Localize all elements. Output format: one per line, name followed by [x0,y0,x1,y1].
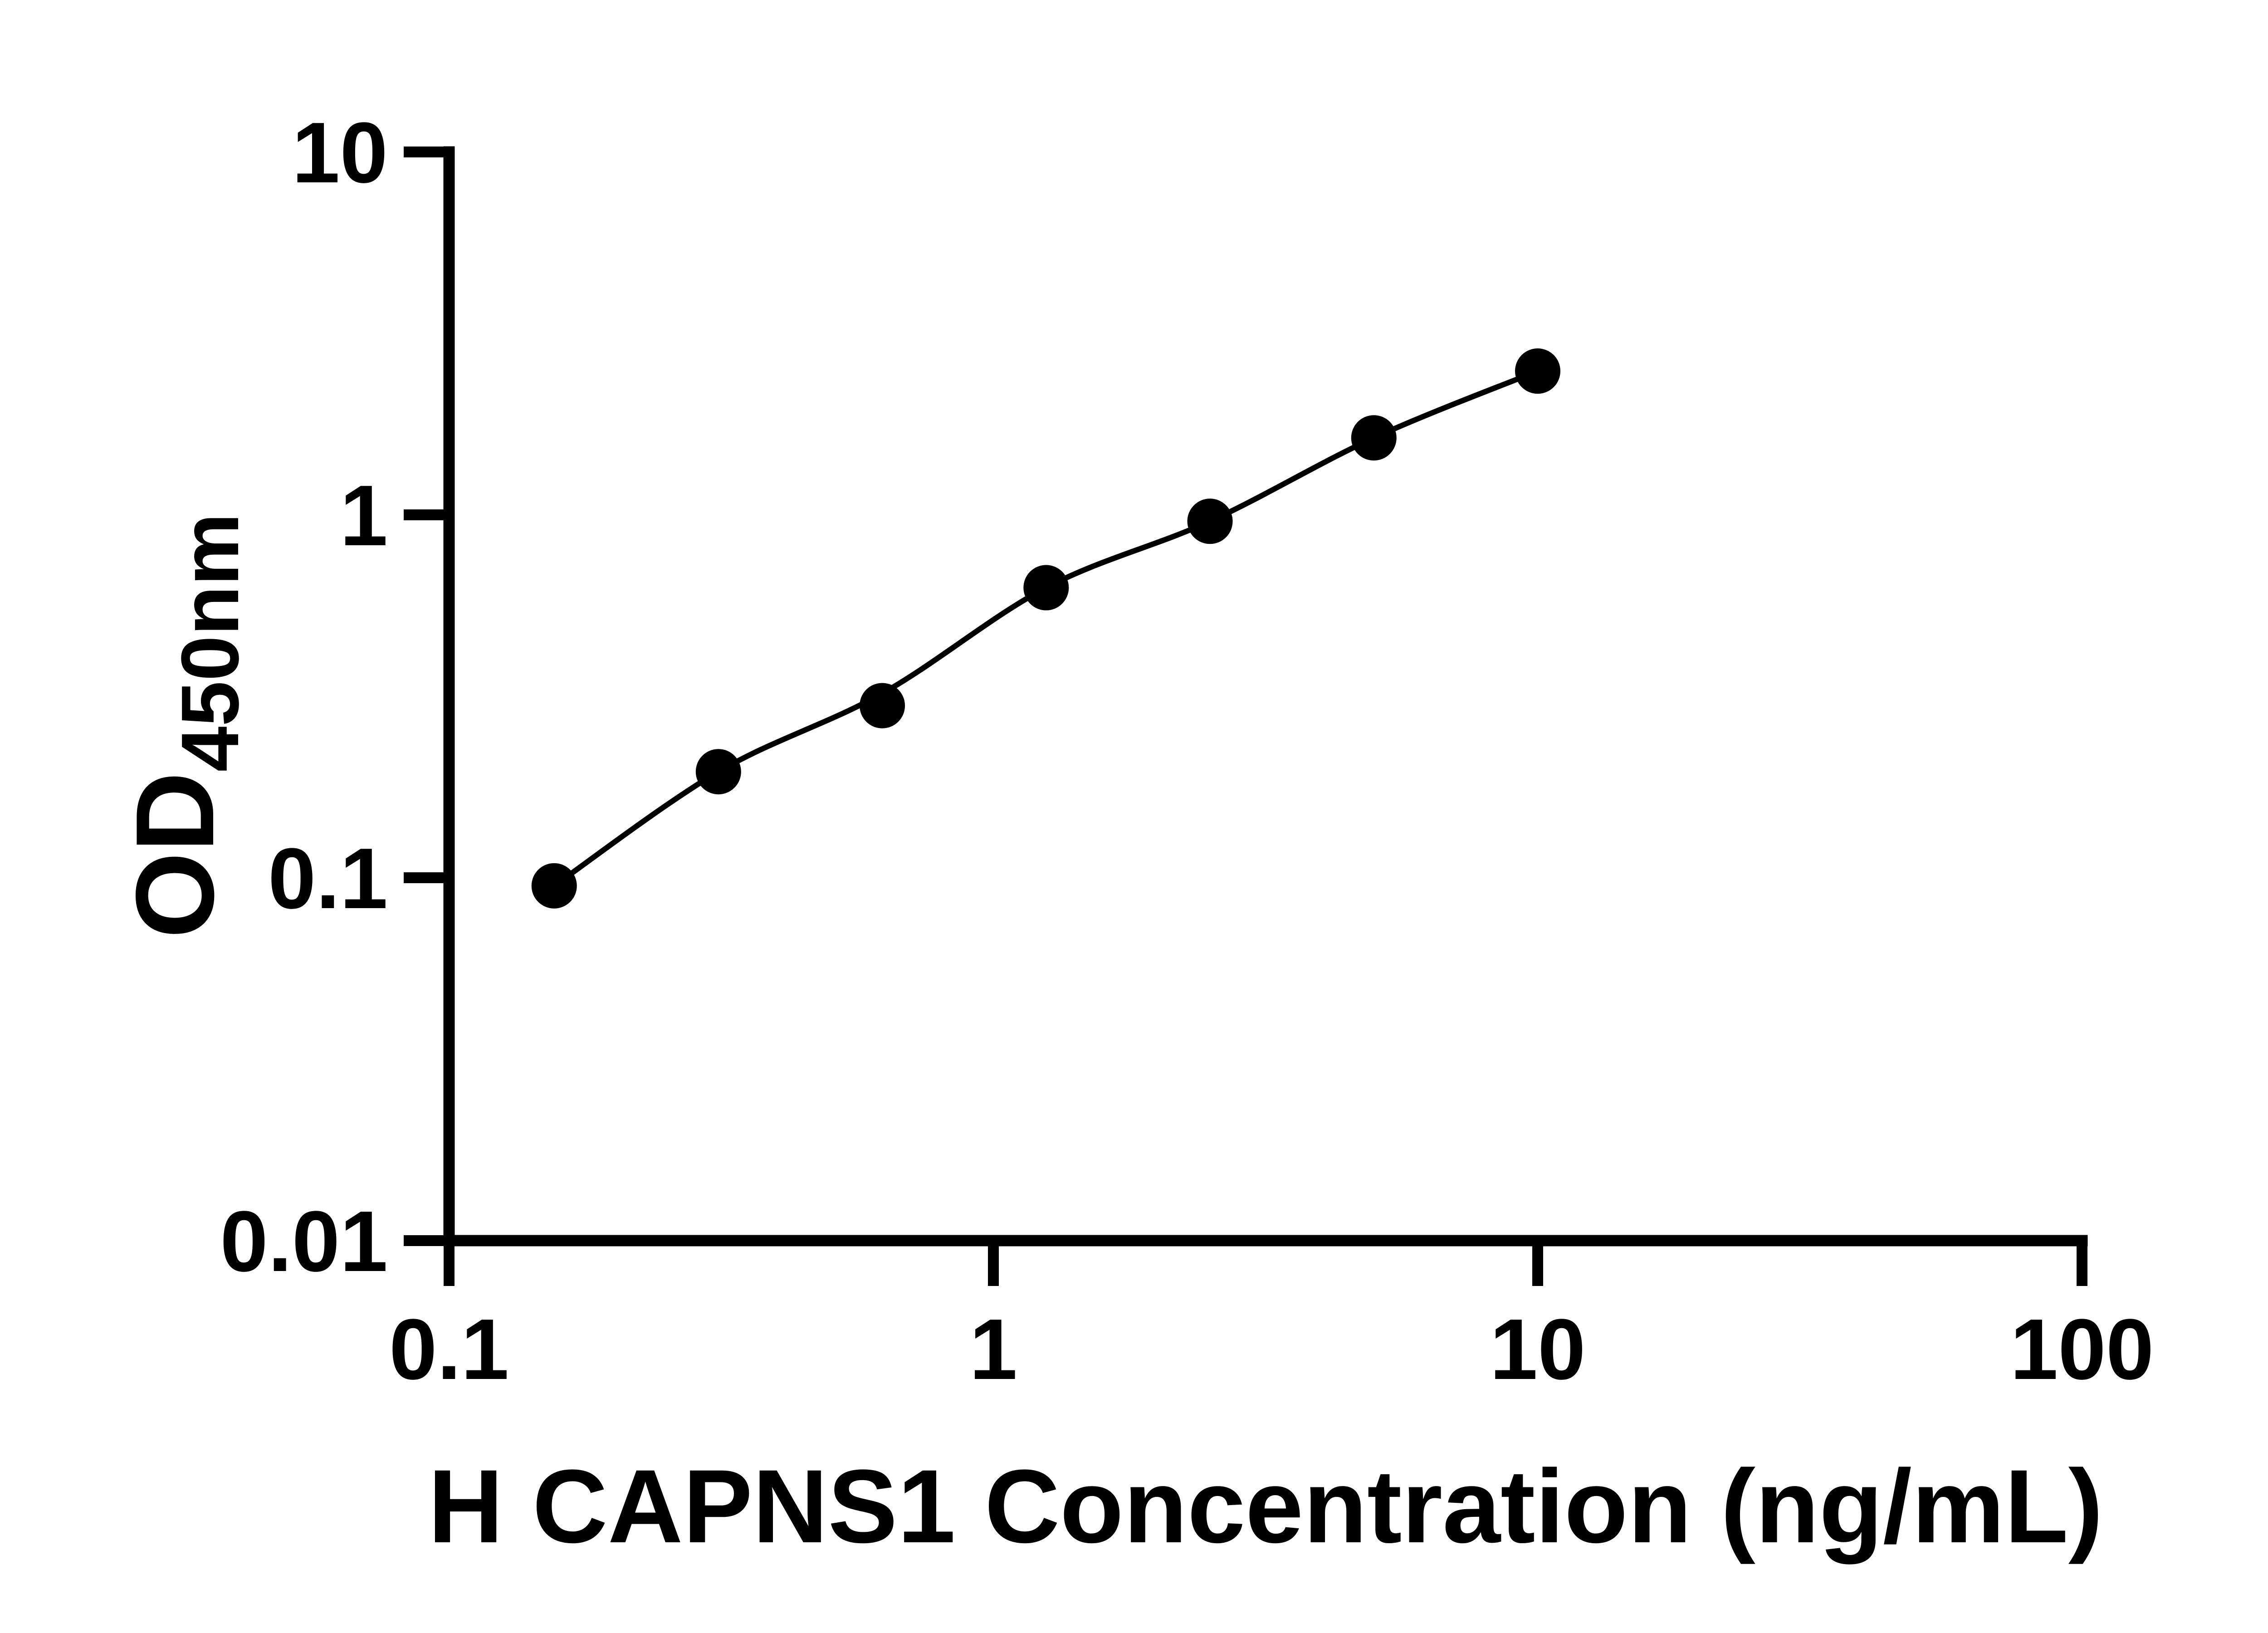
y-axis-title-subscript: 450nm [165,513,256,772]
x-axis-title: H CAPNS1 Concentration (ng/mL) [428,1448,2103,1565]
y-tick-label: 10 [292,105,388,201]
x-tick-label: 0.1 [389,1301,509,1398]
data-point [860,683,905,728]
data-point [1187,499,1233,544]
x-tick-label: 100 [2010,1301,2154,1398]
plot-area [531,348,1560,909]
y-tick-label: 1 [340,468,388,564]
x-tick-label: 1 [969,1301,1017,1398]
data-point [695,749,741,795]
y-axis-title-main: OD [112,772,237,939]
y-tick-label: 0.1 [268,831,388,927]
data-point [1351,415,1397,461]
y-tick-label: 0.01 [220,1193,388,1290]
y-axis-title: OD450nm [112,513,256,939]
data-point [1023,565,1069,611]
x-tick-label: 10 [1490,1301,1585,1398]
data-point [1515,348,1560,394]
data-point [531,863,577,909]
